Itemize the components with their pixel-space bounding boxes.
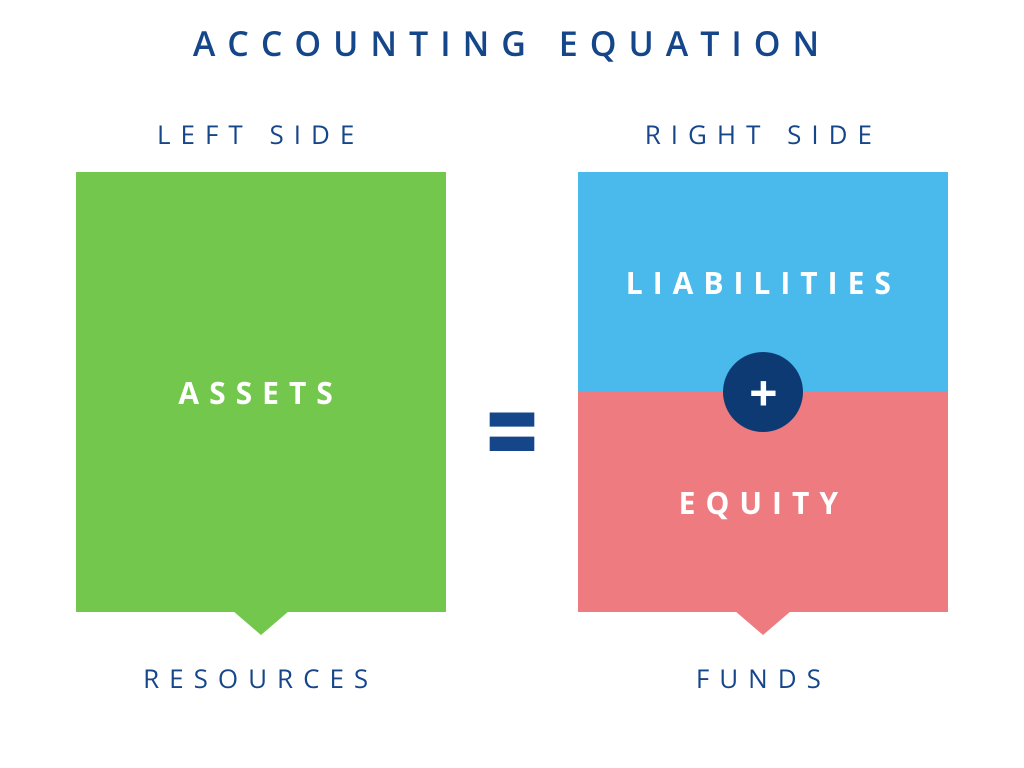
right-side: RIGHT SIDE LIABILITIES EQUITY + FUNDS	[578, 116, 948, 696]
equals-icon: =	[486, 375, 539, 483]
right-block-container: LIABILITIES EQUITY +	[578, 172, 948, 612]
plus-icon: +	[723, 352, 803, 432]
assets-text: ASSETS	[178, 372, 342, 413]
right-bottom-label: FUNDS	[696, 660, 831, 696]
page-title: ACCOUNTING EQUATION	[193, 20, 831, 66]
right-stack: LIABILITIES EQUITY +	[578, 172, 948, 612]
equation-row: LEFT SIDE ASSETS RESOURCES = RIGHT SIDE …	[0, 116, 1024, 696]
right-pointer-icon	[735, 611, 791, 635]
plus-symbol: +	[749, 358, 778, 426]
left-pointer-icon	[233, 611, 289, 635]
left-side: LEFT SIDE ASSETS RESOURCES	[76, 116, 446, 696]
assets-block: ASSETS	[76, 172, 446, 612]
equity-text: EQUITY	[679, 482, 848, 523]
left-bottom-label: RESOURCES	[143, 660, 378, 696]
assets-block-container: ASSETS	[76, 172, 446, 612]
liabilities-text: LIABILITIES	[626, 262, 901, 303]
left-side-label: LEFT SIDE	[157, 116, 364, 152]
right-side-label: RIGHT SIDE	[645, 116, 882, 152]
